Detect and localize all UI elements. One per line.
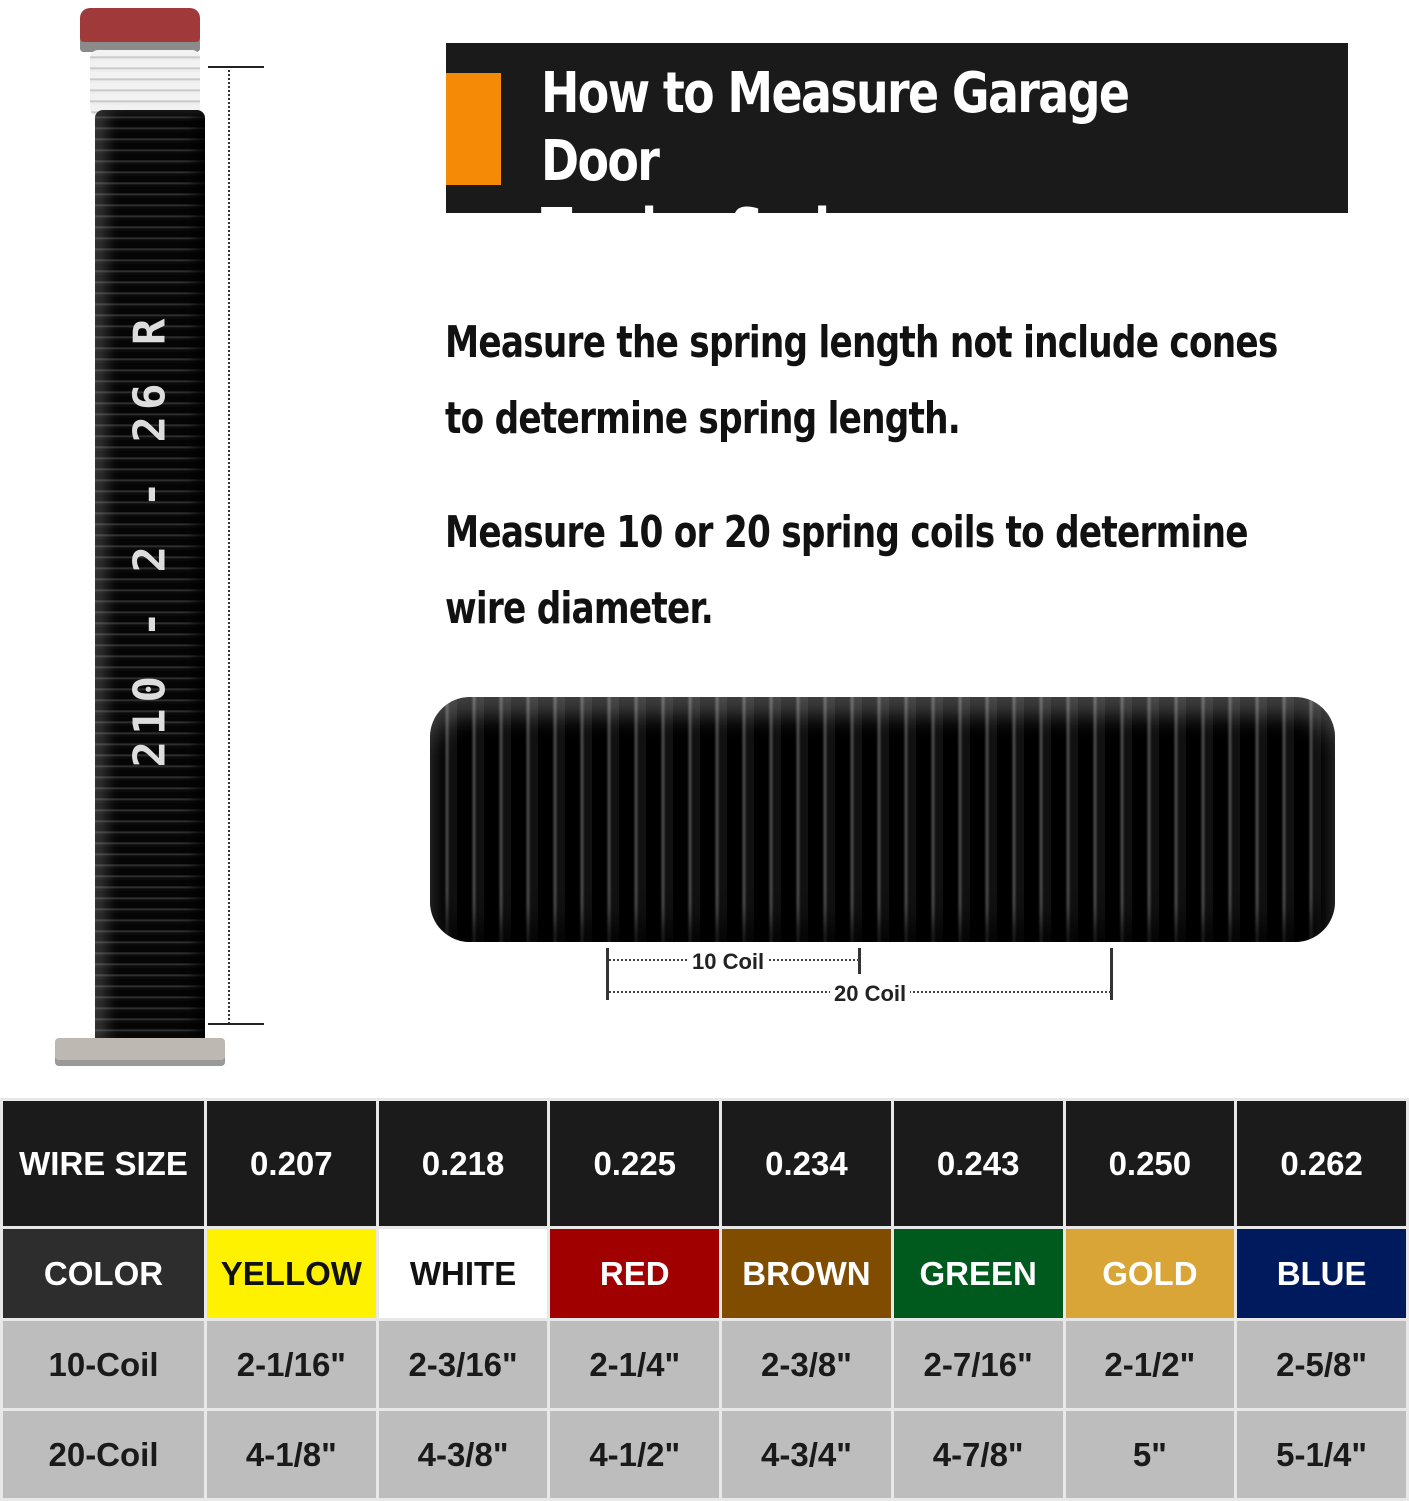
instruction-line: to determine spring length. xyxy=(445,393,961,444)
coil-10-row: 10-Coil 2-1/16" 2-3/16" 2-1/4" 2-3/8" 2-7/16"… xyxy=(0,1318,1409,1411)
row-header: COLOR xyxy=(0,1226,207,1321)
spring-size-table: WIRE SIZE 0.207 0.218 0.225 0.234 0.243 0.250 0… xyxy=(0,1098,1409,1501)
length-dimension-line xyxy=(228,66,230,1024)
table-cell: GREEN xyxy=(890,1226,1066,1321)
spring-cone-coils xyxy=(90,50,200,116)
row-header: 10-Coil xyxy=(0,1318,207,1411)
torsion-spring-image xyxy=(95,110,205,1045)
table-cell: 0.218 xyxy=(375,1098,551,1229)
table-cell: 2-1/2" xyxy=(1062,1318,1238,1411)
title-banner xyxy=(446,43,1348,213)
table-cell: BROWN xyxy=(719,1226,894,1321)
table-cell: 4-1/2" xyxy=(547,1408,723,1501)
title-line-2: Torsion Spring xyxy=(541,197,892,262)
table-cell: 0.250 xyxy=(1062,1098,1238,1229)
table-cell: YELLOW xyxy=(204,1226,379,1321)
coil-10-marker xyxy=(858,948,861,974)
table-cell: 0.262 xyxy=(1234,1098,1409,1229)
row-header: WIRE SIZE xyxy=(0,1098,207,1229)
row-header: 20-Coil xyxy=(0,1408,207,1501)
coil-20-label: 20 Coil xyxy=(830,981,911,1007)
wire-size-row: WIRE SIZE 0.207 0.218 0.225 0.234 0.243 0.250 0… xyxy=(0,1098,1409,1229)
spring-stamp-label: 210 - 2 - 26 R xyxy=(124,312,176,768)
instruction-wire: Measure 10 or 20 spring coils to determi… xyxy=(445,495,1303,647)
table-cell: 0.243 xyxy=(890,1098,1066,1229)
table-cell: 0.207 xyxy=(204,1098,379,1229)
instruction-line: Measure 10 or 20 spring coils to determi… xyxy=(445,507,1249,558)
page-title: How to Measure Garage Door Torsion Sprin… xyxy=(541,60,1253,264)
table-cell: WHITE xyxy=(375,1226,551,1321)
table-cell: BLUE xyxy=(1234,1226,1409,1321)
coil-10-label: 10 Coil xyxy=(688,949,769,975)
table-cell: 4-3/8" xyxy=(375,1408,551,1501)
length-top-tick xyxy=(208,66,264,68)
instruction-line: wire diameter. xyxy=(445,583,714,634)
winding-cone xyxy=(80,8,200,52)
table-cell: 2-1/4" xyxy=(547,1318,723,1411)
table-cell: GOLD xyxy=(1062,1226,1238,1321)
stationary-cone-plate xyxy=(55,1038,225,1066)
color-row: COLOR YELLOW WHITE RED BROWN GREEN GOLD BLUE xyxy=(0,1226,1409,1321)
table-cell: 4-3/4" xyxy=(719,1408,894,1501)
table-cell: 2-3/16" xyxy=(375,1318,551,1411)
table-cell: 4-1/8" xyxy=(204,1408,379,1501)
title-accent-bar xyxy=(446,73,501,185)
instruction-line: Measure the spring length not include co… xyxy=(445,317,1278,368)
table-cell: 0.225 xyxy=(547,1098,723,1229)
table-cell: 5-1/4" xyxy=(1234,1408,1409,1501)
table-cell: 4-7/8" xyxy=(890,1408,1066,1501)
table-cell: 2-1/16" xyxy=(204,1318,379,1411)
coil-20-row: 20-Coil 4-1/8" 4-3/8" 4-1/2" 4-3/4" 4-7/8" 5" 5… xyxy=(0,1408,1409,1501)
coil-20-marker xyxy=(1110,948,1113,1000)
table-cell: 5" xyxy=(1062,1408,1238,1501)
table-cell: 0.234 xyxy=(719,1098,894,1229)
table-cell: 2-3/8" xyxy=(719,1318,894,1411)
table-cell: 2-5/8" xyxy=(1234,1318,1409,1411)
title-line-1: How to Measure Garage Door xyxy=(541,61,1130,194)
length-bottom-tick xyxy=(208,1023,264,1025)
instruction-length: Measure the spring length not include co… xyxy=(445,305,1303,457)
table-cell: RED xyxy=(547,1226,723,1321)
table-cell: 2-7/16" xyxy=(890,1318,1066,1411)
spring-coils-closeup-image xyxy=(430,697,1335,942)
coil-start-marker xyxy=(606,948,609,1000)
